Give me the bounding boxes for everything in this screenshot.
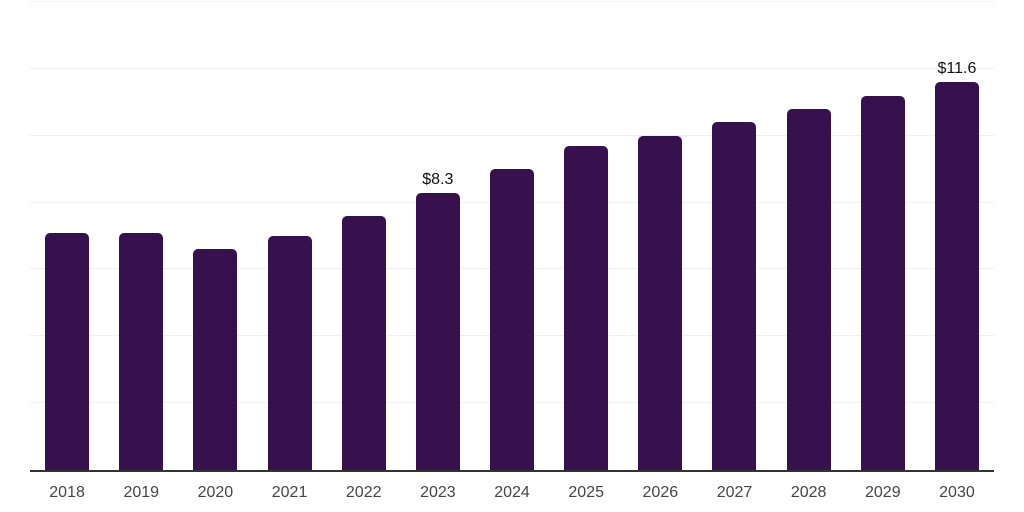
tick-label-2025: 2025: [568, 484, 604, 501]
bar-2027: [712, 122, 757, 470]
bar-2029: [860, 95, 905, 470]
bar-2023: [415, 192, 460, 470]
tick-label-2022: 2022: [345, 484, 382, 501]
bar-2024: [490, 169, 535, 470]
tick-cell-2025: 2025: [549, 472, 623, 512]
bar-cell-2027: [697, 2, 771, 470]
tick-cell-2030: 2030: [920, 472, 994, 512]
tick-cell-2027: 2027: [697, 472, 771, 512]
bar-cell-2022: [327, 2, 401, 470]
gridline-12: [30, 67, 994, 69]
bar-2028: [786, 108, 831, 470]
tick-label-2028: 2028: [790, 484, 827, 501]
bar-cell-2020: [178, 2, 252, 470]
bar-cell-2023: $8.3: [401, 2, 475, 470]
bar-2019: [119, 232, 164, 470]
tick-label-2020: 2020: [197, 484, 234, 501]
bar-2018: [45, 232, 90, 470]
tick-cell-2023: 2023: [401, 472, 475, 512]
data-label-2030: $11.6: [937, 60, 977, 78]
tick-label-2027: 2027: [716, 484, 753, 501]
bar-2025: [564, 145, 609, 470]
bar-cell-2029: [846, 2, 920, 470]
tick-label-2029: 2029: [865, 484, 901, 501]
gridline-10: [30, 134, 994, 136]
tick-cell-2026: 2026: [623, 472, 697, 512]
tick-cell-2020: 2020: [178, 472, 252, 512]
bar-2026: [638, 135, 683, 470]
tick-label-2030: 2030: [939, 484, 975, 501]
tick-label-2026: 2026: [642, 484, 679, 501]
tick-cell-2022: 2022: [327, 472, 401, 512]
data-label-2023: $8.3: [422, 170, 454, 188]
tick-cell-2021: 2021: [252, 472, 326, 512]
bar-cell-2025: [549, 2, 623, 470]
tick-label-2021: 2021: [271, 484, 308, 501]
tick-cell-2028: 2028: [772, 472, 846, 512]
tick-cell-2024: 2024: [475, 472, 549, 512]
x-axis: 2018 2019 2020 2021 2022 2023 2024 2025 2026 2027…: [30, 472, 994, 512]
bar-cell-2028: [772, 2, 846, 470]
tick-label-2023: 2023: [420, 484, 456, 501]
bar-cell-2026: [623, 2, 697, 470]
bar-cell-2021: [252, 2, 326, 470]
bar-2022: [341, 215, 386, 470]
bar-cell-2024: [475, 2, 549, 470]
bar-2020: [193, 249, 238, 470]
plot-area: $8.3 $11.6: [30, 1, 994, 472]
tick-label-2019: 2019: [123, 484, 160, 501]
bars-container: $8.3 $11.6: [30, 2, 994, 470]
tick-cell-2018: 2018: [30, 472, 104, 512]
bar-cell-2018: [30, 2, 104, 470]
tick-label-2024: 2024: [494, 484, 530, 501]
tick-cell-2019: 2019: [104, 472, 178, 512]
bar-cell-2019: [104, 2, 178, 470]
bar-2021: [267, 236, 312, 470]
bar-cell-2030: $11.6: [920, 2, 994, 470]
tick-cell-2029: 2029: [846, 472, 920, 512]
tick-label-2018: 2018: [49, 484, 85, 501]
bar-2030: [934, 82, 979, 470]
gridline-14: [30, 1, 994, 2]
